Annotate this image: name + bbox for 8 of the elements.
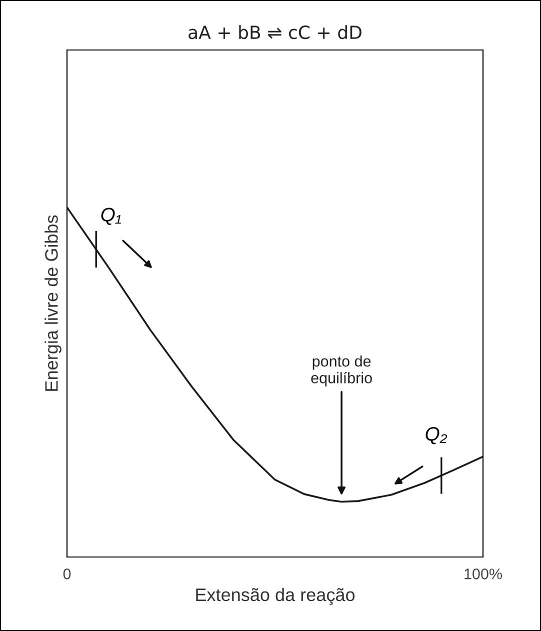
- annotation: Q₁: [101, 208, 122, 226]
- annotation: Q₂: [426, 426, 448, 444]
- chart-title: aA + bB ⇌ cC + dD: [188, 25, 362, 40]
- y-axis-title: Energia livre de Gibbs: [44, 215, 62, 391]
- x-tick-label: 100%: [464, 568, 502, 580]
- x-tick-label: 0: [63, 568, 71, 580]
- annotation: ponto de equilíbrio: [311, 355, 372, 386]
- x-axis-title: Extensão da reação: [196, 588, 355, 605]
